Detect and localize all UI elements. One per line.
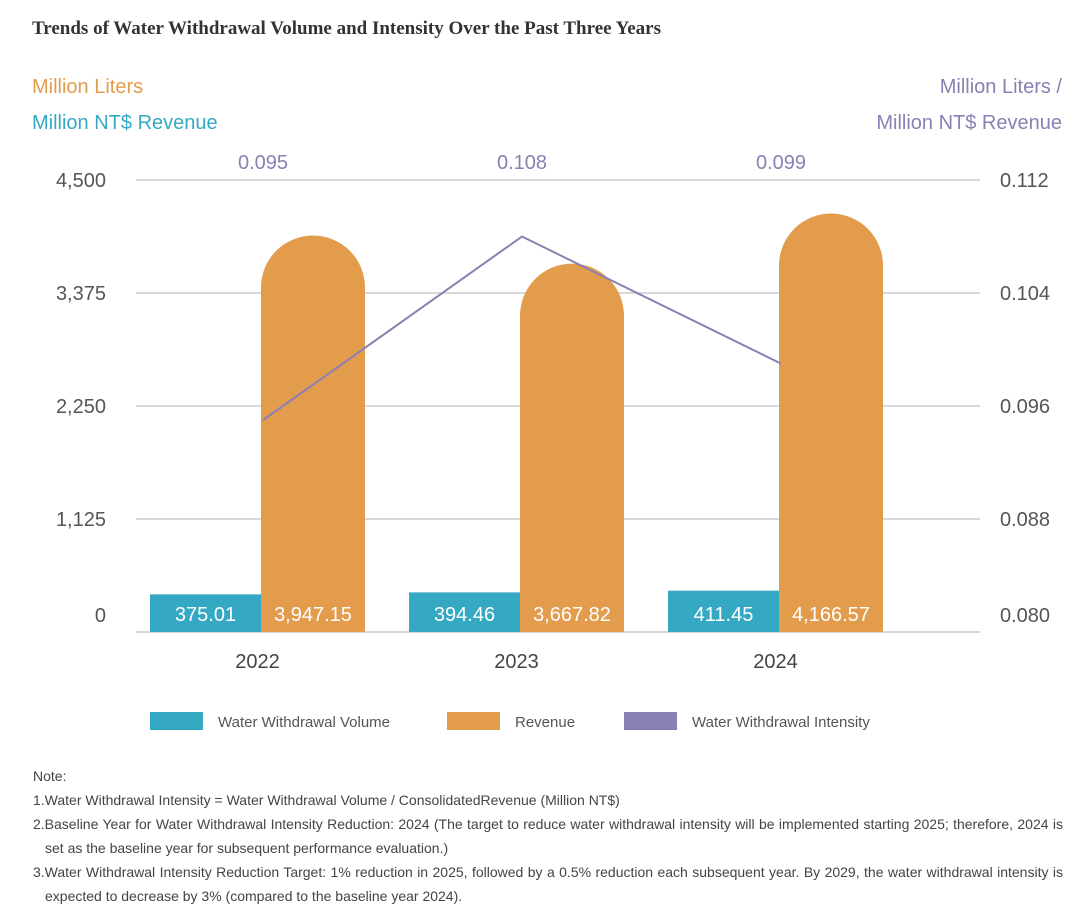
legend-swatch bbox=[447, 712, 500, 730]
legend-swatch bbox=[624, 712, 677, 730]
right-tick-label: 0.096 bbox=[1000, 396, 1050, 418]
legend-label: Water Withdrawal Volume bbox=[218, 714, 390, 731]
left-axis-unit-2: Million NT$ Revenue bbox=[32, 112, 218, 134]
left-tick-label: 3,375 bbox=[56, 283, 106, 305]
intensity-data-label: 0.108 bbox=[497, 152, 547, 174]
note-item-3: 3.Water Withdrawal Intensity Reduction T… bbox=[33, 864, 1063, 904]
right-axis-unit-1: Million Liters / bbox=[939, 76, 1062, 98]
revenue-bar bbox=[520, 263, 624, 632]
category-label: 2024 bbox=[753, 651, 798, 673]
left-tick-label: 1,125 bbox=[56, 509, 106, 531]
chart-canvas: 0 1,125 2,250 3,375 4,500 0.080 0.088 0.096 0.10… bbox=[56, 152, 1050, 731]
notes-heading: Note: bbox=[33, 768, 67, 784]
intensity-data-label: 0.095 bbox=[238, 152, 288, 174]
revenue-data-label: 3,667.82 bbox=[533, 604, 611, 626]
volume-data-label: 375.01 bbox=[175, 604, 236, 626]
legend-swatch bbox=[150, 712, 203, 730]
intensity-line bbox=[262, 235, 782, 421]
note-item-2: 2.Baseline Year for Water Withdrawal Int… bbox=[33, 816, 1063, 856]
left-axis-unit-1: Million Liters bbox=[32, 76, 144, 98]
revenue-bar bbox=[261, 235, 365, 632]
left-tick-label: 4,500 bbox=[56, 170, 106, 192]
legend-label: Water Withdrawal Intensity bbox=[692, 714, 870, 731]
intensity-data-label: 0.099 bbox=[756, 152, 806, 174]
legend-label: Revenue bbox=[515, 714, 575, 731]
volume-data-label: 394.46 bbox=[434, 604, 495, 626]
volume-bar bbox=[409, 592, 520, 632]
notes: Note: 1.Water Withdrawal Intensity = Wat… bbox=[33, 764, 1063, 908]
revenue-bar bbox=[779, 213, 883, 632]
revenue-data-label: 4,166.57 bbox=[792, 604, 870, 626]
category-label: 2022 bbox=[235, 651, 280, 673]
right-axis-unit-2: Million NT$ Revenue bbox=[876, 112, 1062, 134]
note-item-1: 1.Water Withdrawal Intensity = Water Wit… bbox=[33, 792, 620, 808]
left-tick-label: 0 bbox=[95, 605, 106, 627]
right-tick-label: 0.088 bbox=[1000, 509, 1050, 531]
right-tick-label: 0.112 bbox=[1000, 170, 1049, 192]
volume-bar bbox=[150, 594, 261, 632]
volume-data-label: 411.45 bbox=[694, 604, 754, 626]
category-label: 2023 bbox=[494, 651, 539, 673]
left-tick-label: 2,250 bbox=[56, 396, 106, 418]
right-tick-label: 0.080 bbox=[1000, 605, 1050, 627]
revenue-data-label: 3,947.15 bbox=[274, 604, 352, 626]
right-tick-label: 0.104 bbox=[1000, 283, 1050, 305]
chart-title: Trends of Water Withdrawal Volume and In… bbox=[32, 18, 661, 39]
volume-bar bbox=[668, 590, 779, 632]
